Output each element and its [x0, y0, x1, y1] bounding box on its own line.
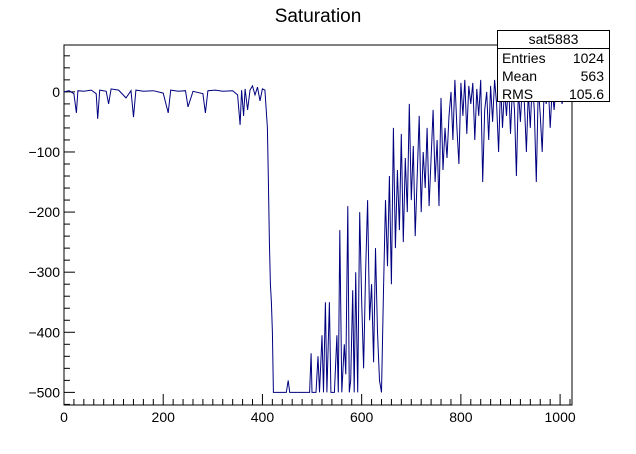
y-tick-label: −400 — [28, 324, 60, 340]
stats-rms-row: RMS 105.6 — [498, 85, 609, 103]
stats-entries-row: Entries 1024 — [498, 49, 609, 67]
stats-rms-label: RMS — [502, 86, 534, 102]
x-tick-label: 0 — [60, 409, 68, 425]
stats-rms-value: 105.6 — [568, 86, 604, 102]
y-tick-label: −300 — [28, 264, 60, 280]
stats-mean-row: Mean 563 — [498, 67, 609, 85]
x-tick-label: 400 — [251, 409, 275, 425]
stats-entries-label: Entries — [502, 50, 546, 66]
y-tick-label: −200 — [28, 204, 60, 220]
x-tick-label: 800 — [449, 409, 473, 425]
stats-name: sat5883 — [498, 31, 609, 49]
stats-mean-value: 563 — [580, 68, 604, 84]
x-tick-label: 600 — [350, 409, 374, 425]
y-tick-label: −100 — [28, 144, 60, 160]
stats-box: sat5883 Entries 1024 Mean 563 RMS 105.6 — [497, 30, 610, 102]
stats-mean-label: Mean — [502, 68, 538, 84]
y-tick-label: −500 — [28, 384, 60, 400]
chart-title: Saturation — [274, 6, 362, 27]
x-tick-label: 200 — [152, 409, 176, 425]
y-tick-label: 0 — [52, 84, 60, 100]
stats-entries-value: 1024 — [572, 50, 604, 66]
x-tick-label: 1000 — [545, 409, 576, 425]
